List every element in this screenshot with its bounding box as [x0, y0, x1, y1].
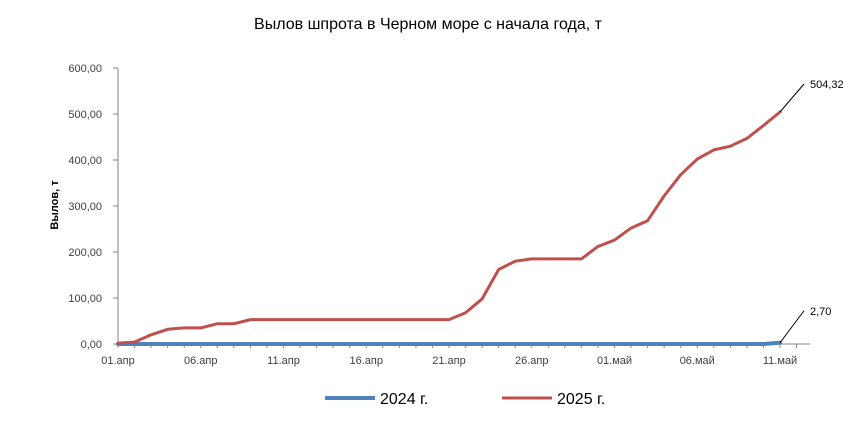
legend-label-1: 2024 г.: [380, 391, 428, 408]
y-tick-label: 600,00: [68, 63, 102, 75]
x-tick-label: 11.апр: [267, 355, 300, 367]
annotation-leader: [779, 310, 805, 344]
annotation-layer: 504,32 2,70: [779, 79, 844, 344]
y-tick-label: 100,00: [68, 293, 102, 305]
y-axis-title: Вылов, т: [49, 180, 61, 230]
x-tick-label: 16.апр: [350, 355, 383, 367]
x-tick-label: 06.апр: [184, 355, 217, 367]
x-tick-label: 26.апр: [515, 355, 548, 367]
annotation-leader: [779, 83, 805, 113]
y-tick-label: 300,00: [68, 201, 102, 213]
legend: 2024 г. 2025 г.: [325, 391, 605, 408]
x-tick-label: 01.май: [597, 355, 632, 367]
x-tick-label: 06.май: [680, 355, 715, 367]
x-tick-label: 01.апр: [101, 355, 134, 367]
x-tick-label: 21.апр: [432, 355, 465, 367]
x-tick-label: 11.май: [763, 355, 797, 367]
data-label: 2,70: [810, 306, 831, 318]
chart-title: Вылов шпрота в Черном море с начала года…: [254, 16, 603, 33]
series-line-1: [116, 340, 782, 346]
legend-label-2: 2025 г.: [557, 391, 605, 408]
y-tick-label: 200,00: [68, 247, 102, 259]
series-layer: [116, 110, 782, 346]
y-tick-label: 400,00: [68, 155, 102, 167]
y-tick-label: 500,00: [68, 109, 102, 121]
series-line-2: [116, 110, 782, 345]
y-tick-label: 0,00: [81, 339, 102, 351]
data-label: 504,32: [810, 79, 844, 91]
